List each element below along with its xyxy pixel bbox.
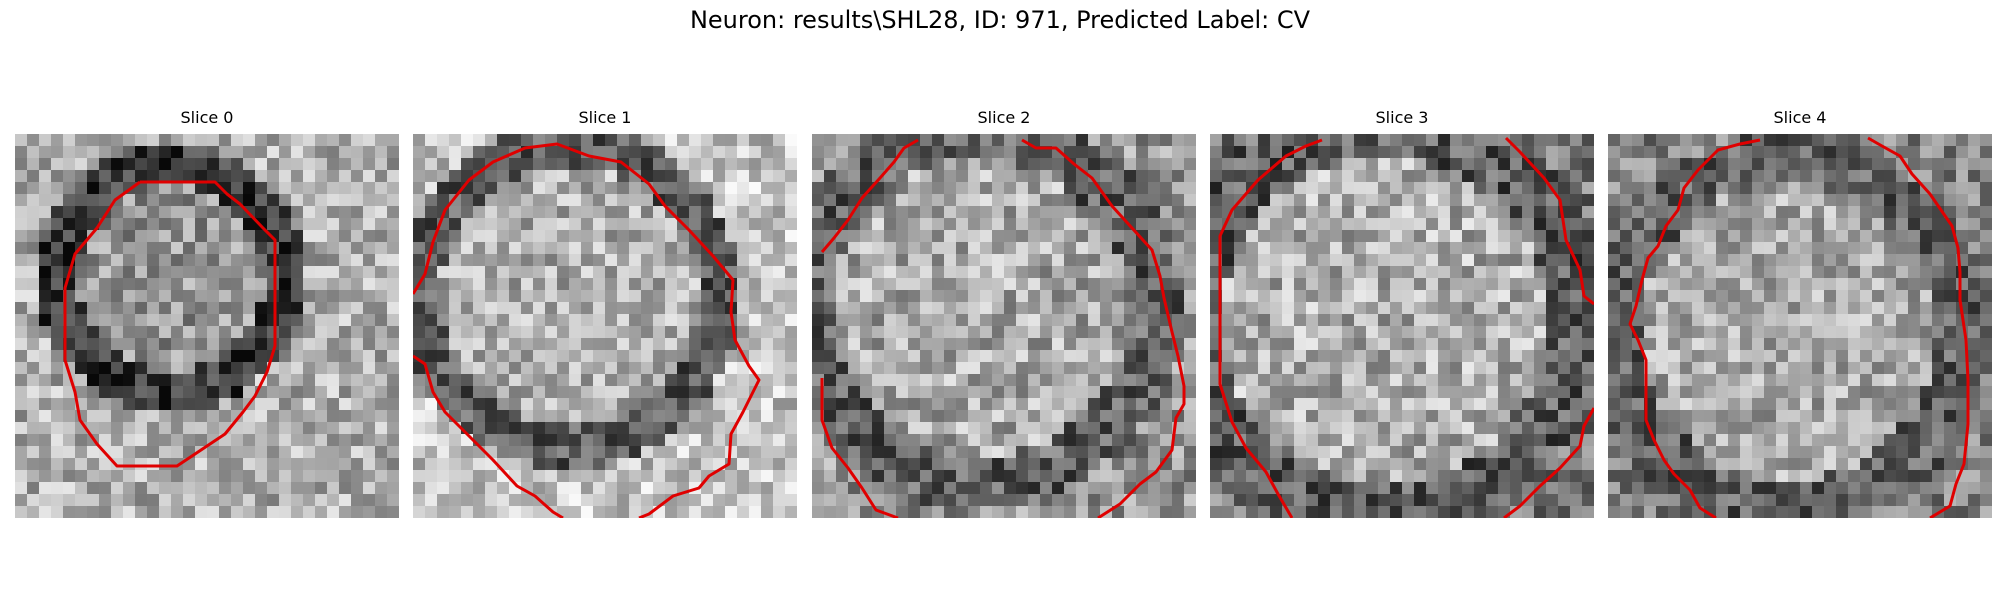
grayscale-micrograph bbox=[15, 134, 399, 518]
slice-title: Slice 4 bbox=[1773, 108, 1827, 127]
grayscale-micrograph bbox=[812, 134, 1196, 518]
slice-image bbox=[812, 134, 1196, 518]
slice-title: Slice 0 bbox=[180, 108, 234, 127]
grayscale-micrograph bbox=[1210, 134, 1594, 518]
slice-panel-3: Slice 3 bbox=[1210, 108, 1594, 522]
grayscale-micrograph bbox=[1608, 134, 1992, 518]
slice-image bbox=[413, 134, 797, 518]
slice-panel-0: Slice 0 bbox=[15, 108, 399, 522]
segmentation-contour bbox=[1628, 136, 1970, 518]
slice-image bbox=[1210, 134, 1594, 518]
slice-title: Slice 2 bbox=[977, 108, 1031, 127]
slice-title: Slice 1 bbox=[578, 108, 632, 127]
segmentation-contour bbox=[820, 138, 1186, 518]
segmentation-contour bbox=[1218, 136, 1594, 518]
slice-image bbox=[1608, 134, 1992, 518]
segmentation-contour bbox=[413, 142, 761, 518]
slice-image bbox=[15, 134, 399, 518]
slice-title: Slice 3 bbox=[1375, 108, 1429, 127]
slice-panel-1: Slice 1 bbox=[413, 108, 797, 522]
slice-panel-2: Slice 2 bbox=[812, 108, 1196, 522]
figure-title: Neuron: results\SHL28, ID: 971, Predicte… bbox=[689, 6, 1311, 34]
segmentation-contour bbox=[63, 180, 277, 468]
slice-panel-4: Slice 4 bbox=[1608, 108, 1992, 522]
